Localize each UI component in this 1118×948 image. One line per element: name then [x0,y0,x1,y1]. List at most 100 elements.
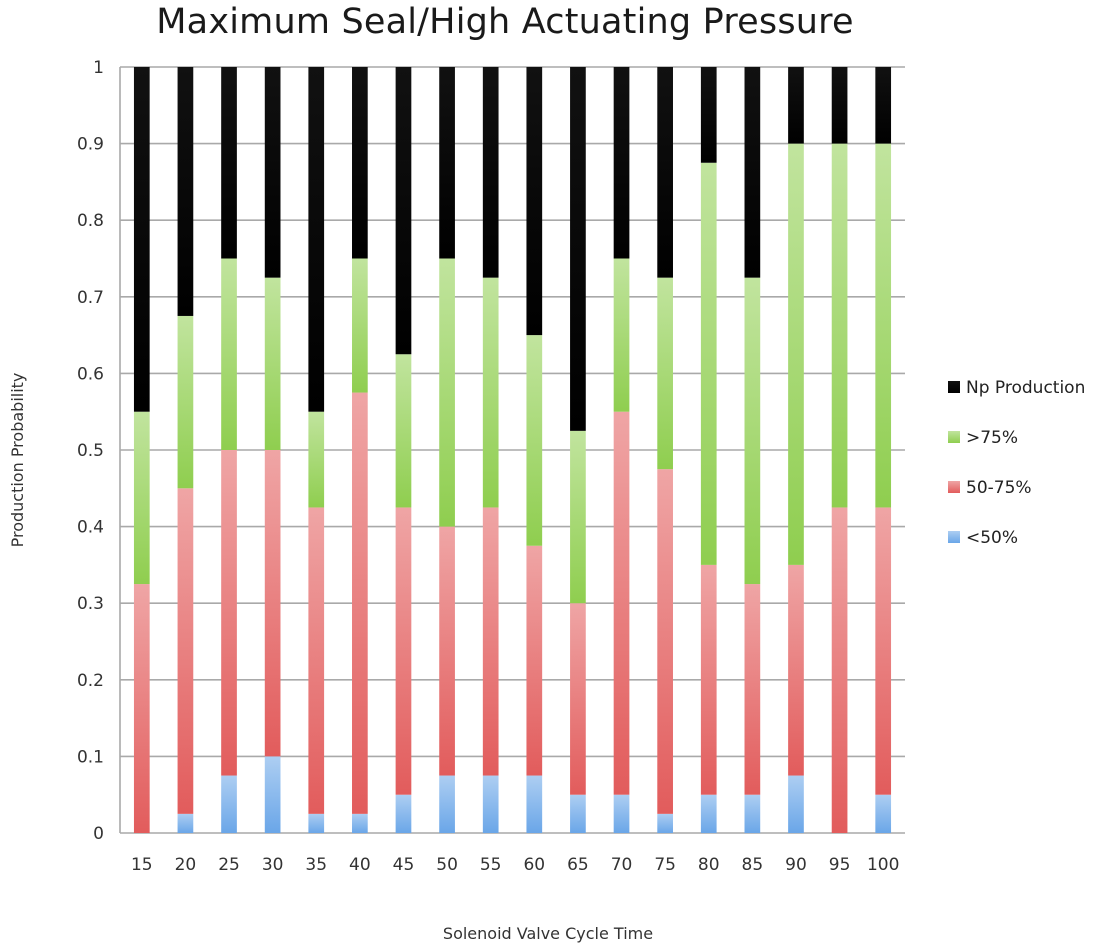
bar-stack-80 [700,67,717,833]
bar-segment [482,67,499,278]
bar-segment [133,67,150,412]
bar-segment [352,67,368,259]
bar-segment [875,507,892,795]
y-tick-label: 0.9 [77,135,104,155]
bar-stack-20 [177,67,194,833]
bar-segment [395,354,412,508]
legend-label: >75% [966,428,1018,448]
y-tick-label: 0 [93,824,104,844]
y-tick-label: 0.7 [77,288,104,308]
y-tick-label: 0.2 [77,671,104,691]
legend-item: >75% [948,428,1018,448]
bar-segment [439,775,455,833]
x-tick-label: 65 [567,855,589,875]
legend-swatch [948,431,960,443]
x-tick-label: 85 [742,855,764,875]
gridlines [119,66,905,834]
bar-segment [657,277,673,470]
bar-segment [526,775,543,833]
bar-segment [788,564,804,776]
bar-segment [744,794,761,833]
bar-segment [831,507,848,833]
bar-segment [308,67,325,412]
x-tick-label: 15 [131,855,153,875]
x-tick-label: 40 [349,855,371,875]
bar-stack-45 [395,67,412,833]
legend-swatch [948,381,960,393]
bar-segment [352,392,368,814]
bar-segment [221,67,237,259]
y-tick-label: 0.1 [77,747,104,767]
bar-segment [613,258,630,412]
bar-segment [657,469,673,814]
x-tick-label: 80 [698,855,720,875]
bar-segment [395,794,412,833]
bar-stack-25 [221,67,237,833]
bar-segment [395,507,412,795]
legend-item: <50% [948,528,1018,548]
bar-segment [570,794,586,833]
bar-segment [482,277,499,508]
legend-label: Np Production [966,378,1085,398]
bar-stacks [133,67,892,833]
legend: Np Production >75% 50-75% <50% [948,378,1085,548]
x-tick-label: 25 [218,855,240,875]
legend-item: Np Production [948,378,1085,398]
x-tick-label: 30 [262,855,284,875]
x-tick-label: 95 [829,855,851,875]
bar-segment [700,794,717,833]
bar-segment [221,258,237,450]
legend-label: 50-75% [966,478,1032,498]
bar-stack-60 [526,67,543,833]
bar-stack-70 [613,67,630,833]
y-axis-ticks: 0 0.1 0.2 0.3 0.4 0.5 0.6 0.7 0.8 0.9 1 [77,58,104,844]
bar-segment [700,162,717,565]
bar-segment [133,584,150,833]
bar-stack-15 [133,67,150,833]
bar-segment [133,411,150,585]
bar-segment [264,756,281,833]
bar-segment [875,143,892,508]
bar-segment [482,775,499,833]
bar-segment [788,143,804,565]
bar-stack-85 [744,67,761,833]
bar-segment [177,67,194,316]
bar-segment [744,67,761,278]
y-tick-label: 1 [93,58,104,78]
x-tick-label: 50 [436,855,458,875]
bar-segment [700,67,717,163]
bar-segment [177,488,194,814]
bar-segment [439,526,455,776]
y-tick-label: 0.4 [77,518,104,538]
x-tick-label: 55 [480,855,502,875]
x-tick-label: 35 [305,855,327,875]
x-tick-label: 20 [175,855,197,875]
bar-segment [875,794,892,833]
x-tick-label: 75 [654,855,676,875]
bar-stack-30 [264,67,281,833]
chart-title: Maximum Seal/High Actuating Pressure [156,2,854,42]
bar-segment [613,794,630,833]
bar-segment [264,67,281,278]
bar-segment [788,67,804,144]
bar-segment [308,813,325,833]
x-tick-label: 70 [611,855,633,875]
x-tick-label: 45 [393,855,415,875]
y-tick-label: 0.8 [77,211,104,231]
bar-stack-35 [308,67,325,833]
y-tick-label: 0.5 [77,441,104,461]
bar-stack-40 [352,67,368,833]
bar-segment [526,335,543,546]
x-axis-title: Solenoid Valve Cycle Time [443,924,653,943]
bar-segment [526,545,543,776]
bar-segment [657,813,673,833]
bar-stack-90 [788,67,804,833]
bar-segment [744,277,761,585]
bar-stack-75 [657,67,673,833]
bar-stack-65 [570,67,586,833]
bar-segment [395,67,412,355]
legend-swatch [948,531,960,543]
bar-segment [657,67,673,278]
bar-segment [308,507,325,814]
